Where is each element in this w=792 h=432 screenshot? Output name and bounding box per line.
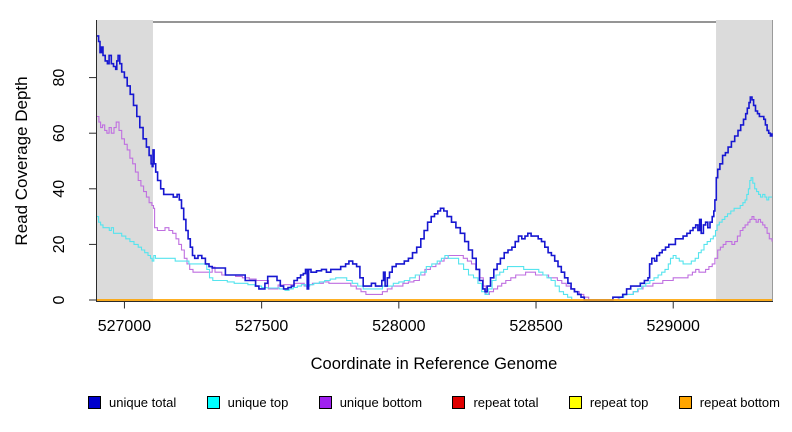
- legend-item-repeat-bottom: repeat bottom: [678, 395, 780, 410]
- legend-item-repeat-top: repeat top: [568, 395, 649, 410]
- legend-item-repeat-total: repeat total: [452, 395, 539, 410]
- x-tick-label: 528500: [509, 318, 562, 335]
- coverage-plot: 527000 527500 528000 528500 529000020406080 …: [12, 20, 773, 373]
- legend-label: repeat bottom: [699, 395, 780, 410]
- legend-label: repeat top: [589, 395, 649, 410]
- y-tick-label: 60: [51, 124, 68, 142]
- unique-top-swatch-icon: [206, 396, 220, 409]
- x-axis-title: Coordinate in Reference Genome: [311, 355, 558, 373]
- x-tick-label: 528000: [372, 318, 425, 335]
- series-line-unique-top: [97, 177, 772, 301]
- legend-label: repeat total: [473, 395, 539, 410]
- y-axis-title: Read Coverage Depth: [12, 76, 31, 245]
- repeat-total-swatch-icon: [452, 396, 466, 409]
- repeat-bottom-swatch-icon: [678, 396, 692, 409]
- y-tick-label: 40: [51, 180, 68, 198]
- legend-label: unique total: [109, 395, 177, 410]
- y-tick-label: 0: [51, 295, 68, 304]
- legend-item-unique-bottom: unique bottom: [318, 395, 423, 410]
- y-tick-label: 80: [51, 69, 68, 87]
- unique-bottom-swatch-icon: [318, 396, 332, 409]
- masked-region: [716, 20, 772, 302]
- legend: unique total unique top unique bottom re…: [88, 395, 780, 410]
- y-tick-label: 20: [51, 235, 68, 253]
- unique-total-swatch-icon: [88, 396, 101, 409]
- x-tick-label: 527500: [235, 318, 288, 335]
- masked-region: [97, 20, 153, 302]
- legend-item-unique-total: unique total: [88, 395, 176, 410]
- legend-label: unique top: [227, 395, 289, 410]
- series-line-unique-bottom: [97, 115, 773, 301]
- legend-item-unique-top: unique top: [206, 395, 289, 410]
- x-tick-label: 529000: [647, 318, 700, 335]
- legend-label: unique bottom: [339, 395, 423, 410]
- x-tick-label: 527000: [98, 318, 151, 335]
- series-line-unique-total: [97, 35, 773, 301]
- repeat-top-swatch-icon: [568, 396, 582, 409]
